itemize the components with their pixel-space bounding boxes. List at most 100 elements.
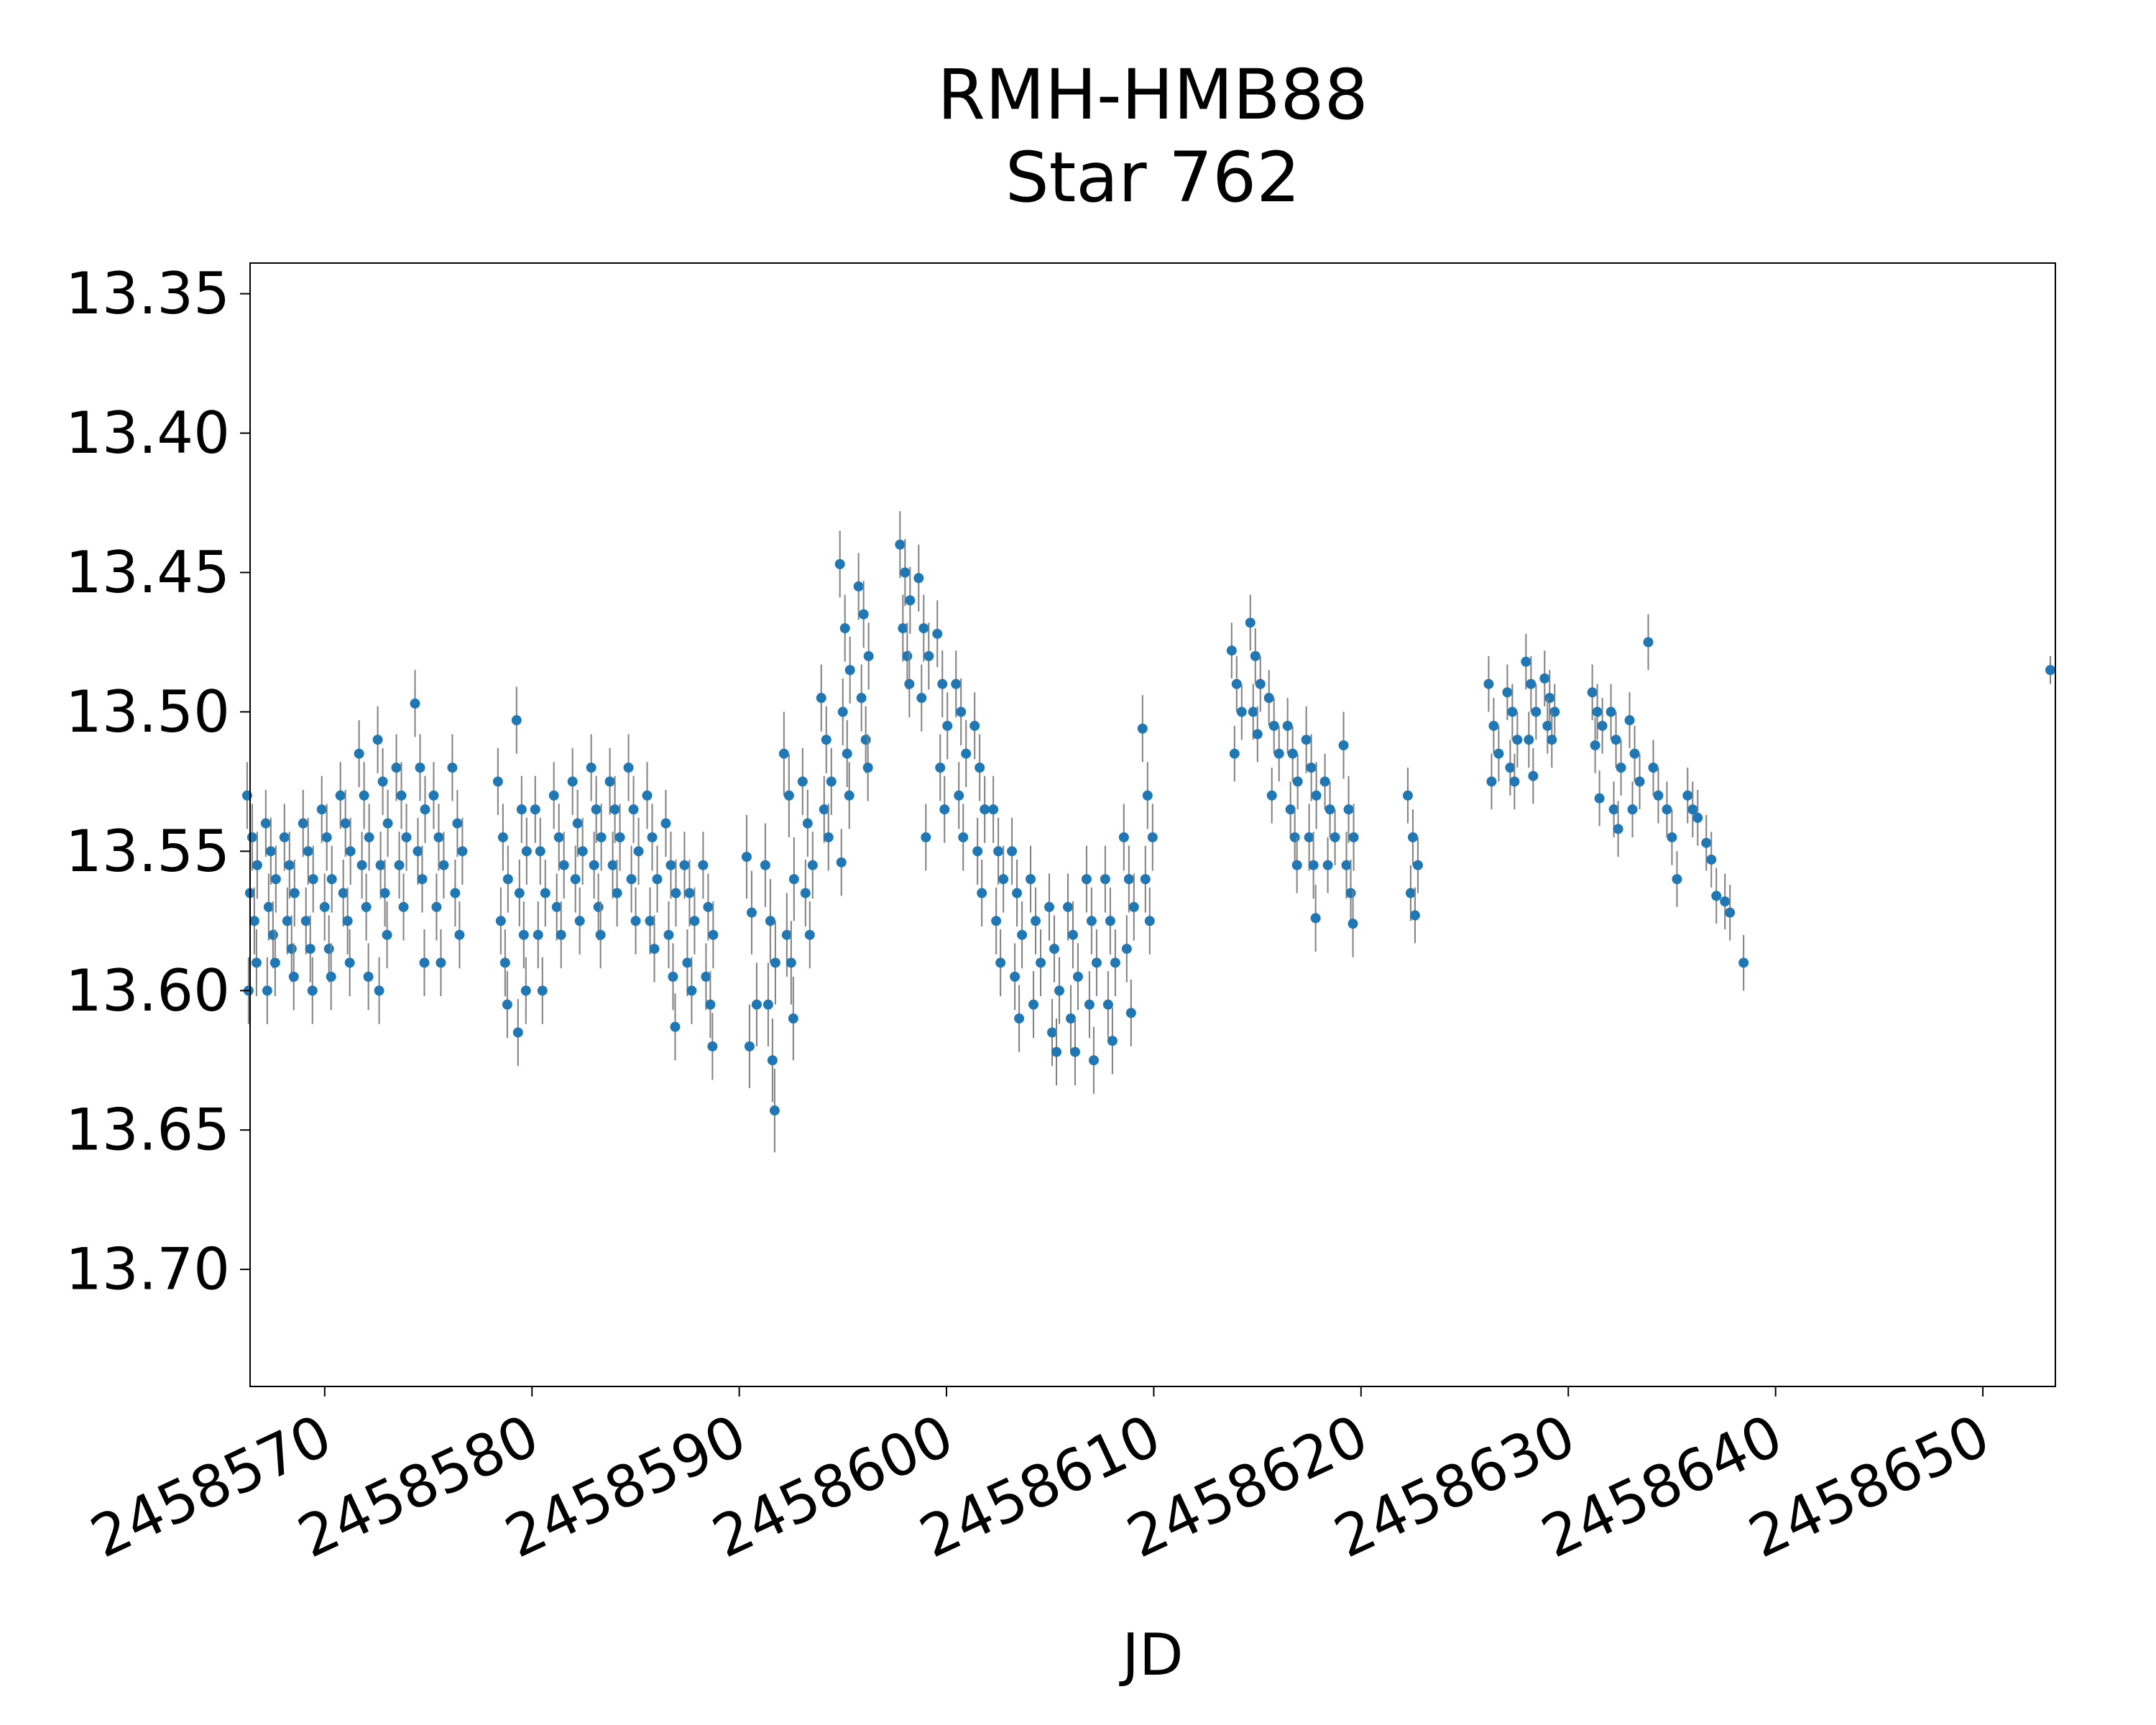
data-point <box>419 957 430 968</box>
data-point <box>288 971 299 982</box>
data-point <box>263 901 274 912</box>
data-point <box>516 804 527 815</box>
data-point <box>1624 715 1635 726</box>
data-point <box>1292 776 1303 787</box>
data-point <box>1044 901 1055 912</box>
data-point <box>344 957 355 968</box>
data-point <box>1402 790 1413 801</box>
data-point <box>497 832 508 842</box>
data-point <box>612 888 622 898</box>
data-point <box>802 818 813 829</box>
data-point <box>975 762 985 773</box>
data-point <box>1629 748 1640 759</box>
data-point <box>1014 1013 1025 1024</box>
data-point <box>705 999 716 1010</box>
data-point <box>553 832 564 842</box>
data-point <box>1007 846 1018 857</box>
data-point <box>1648 762 1659 773</box>
data-point <box>382 929 392 940</box>
observation-group <box>1007 817 1028 1052</box>
y-tick-label: 13.35 <box>65 260 230 327</box>
data-point <box>708 929 719 940</box>
data-point <box>1084 999 1095 1010</box>
data-point <box>665 860 676 870</box>
observation-group <box>1100 845 1120 1075</box>
data-point <box>904 678 915 689</box>
data-point <box>935 762 946 773</box>
data-point <box>570 874 581 885</box>
data-point <box>1682 790 1693 801</box>
data-point <box>452 818 463 829</box>
observation-group <box>428 762 449 997</box>
data-point <box>647 832 658 842</box>
data-point <box>1528 770 1539 781</box>
data-point <box>300 916 311 926</box>
data-point <box>961 748 972 759</box>
data-point <box>591 804 602 815</box>
data-point <box>1608 804 1619 815</box>
data-point <box>1123 874 1134 885</box>
data-point <box>1026 874 1036 885</box>
data-point <box>954 790 964 801</box>
data-point <box>457 846 468 857</box>
data-point <box>284 860 295 870</box>
y-axis: 13.35 13.40 13.45 13.50 13.55 13.60 13.65 13.70 <box>65 260 250 1303</box>
data-point <box>858 609 869 620</box>
data-point <box>652 874 663 885</box>
data-point <box>800 888 811 898</box>
data-point <box>995 957 1006 968</box>
data-point <box>649 944 660 954</box>
data-point <box>340 818 351 829</box>
data-point <box>502 874 513 885</box>
data-point <box>839 623 850 634</box>
data-point <box>751 999 762 1010</box>
data-point <box>1597 720 1608 731</box>
data-point <box>533 929 543 940</box>
data-point <box>1409 910 1420 921</box>
y-tick-label: 13.70 <box>65 1236 230 1303</box>
observation-group <box>642 762 663 983</box>
data-point <box>1512 735 1523 745</box>
data-point <box>417 874 428 885</box>
data-point <box>767 1055 778 1066</box>
data-point <box>436 957 446 968</box>
data-point <box>394 860 405 870</box>
data-point <box>586 762 596 773</box>
data-point <box>1483 678 1494 689</box>
observation-group <box>951 650 972 871</box>
data-point <box>572 818 583 829</box>
data-point <box>770 957 780 968</box>
observation-group <box>298 790 318 1024</box>
x-axis-label: JD <box>1118 1622 1183 1688</box>
data-point <box>844 790 854 801</box>
data-point <box>1255 678 1266 689</box>
data-point <box>788 1013 798 1024</box>
data-point <box>342 916 353 926</box>
observation-group <box>410 670 430 997</box>
data-point <box>518 929 529 940</box>
data-point <box>689 916 700 926</box>
y-tick-label: 13.60 <box>65 957 230 1024</box>
data-point <box>679 860 690 870</box>
observation-group <box>760 823 780 1153</box>
data-point <box>1507 707 1518 717</box>
observation-group <box>1502 664 1523 810</box>
data-point <box>1125 1008 1136 1018</box>
data-point <box>1252 729 1263 740</box>
data-point <box>1653 790 1664 801</box>
data-point <box>863 650 874 661</box>
data-point <box>1142 790 1153 801</box>
data-point <box>1091 957 1102 968</box>
data-point <box>604 776 615 787</box>
data-point <box>834 558 845 569</box>
data-point <box>895 539 906 550</box>
data-point <box>1065 1013 1076 1024</box>
data-point <box>1322 860 1333 870</box>
data-point <box>783 790 794 801</box>
data-point <box>514 888 525 898</box>
data-point <box>778 748 789 759</box>
observation-group <box>316 776 337 1011</box>
data-point <box>1266 790 1277 801</box>
data-point <box>1606 707 1616 717</box>
